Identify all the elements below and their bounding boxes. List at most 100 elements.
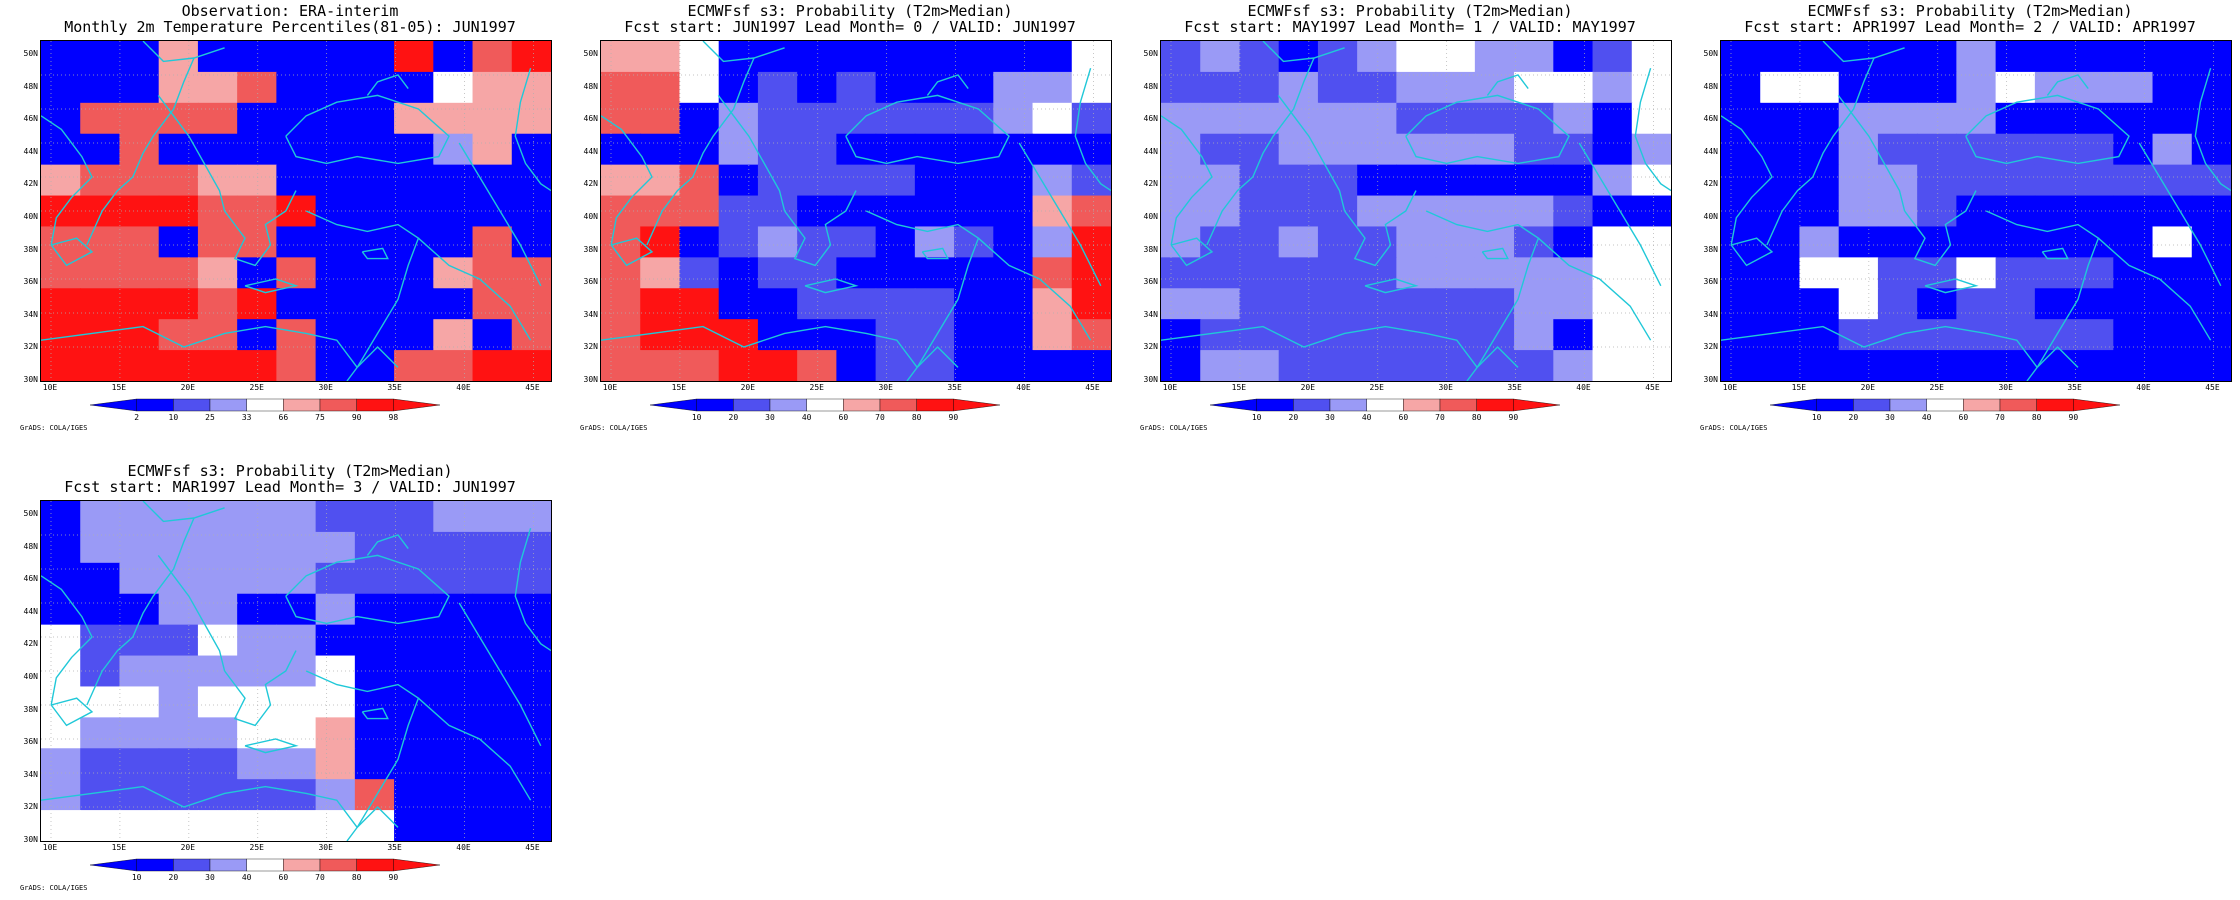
colorbar-label: 20: [168, 873, 179, 882]
latitude-label: 50N: [1703, 49, 1718, 58]
grid-cell: [315, 102, 356, 135]
coastline: [285, 554, 450, 625]
grid-cell: [80, 624, 121, 657]
grid-cell: [1592, 319, 1633, 351]
grid-cell: [640, 226, 681, 258]
grid-cell: [1161, 257, 1201, 289]
coastline: [2036, 346, 2079, 368]
grid-cell: [1278, 226, 1319, 258]
colorbar-label: 30: [765, 413, 775, 422]
grid-cell: [1917, 319, 1957, 351]
latitude-label: 46N: [23, 574, 38, 584]
grid-cell: [1200, 319, 1241, 351]
grid-cell: [601, 164, 641, 197]
colorbar-label: 80: [351, 873, 362, 882]
grid-cell: [354, 686, 395, 718]
grid-cell: [472, 350, 513, 381]
coastline: [1537, 237, 1652, 341]
grid-cell: [1239, 41, 1280, 73]
colorbar-label: 80: [1471, 413, 1482, 422]
grid-cell: [315, 71, 356, 104]
grid-cell: [80, 71, 121, 104]
grid-cell: [315, 562, 356, 595]
coastline: [1170, 237, 1214, 267]
grid-cell: [433, 41, 474, 73]
grid-cell: [1721, 41, 1761, 73]
colorbar-segment: [1816, 398, 1854, 412]
longitude-label: 40E: [1576, 383, 1591, 392]
grid-cell: [315, 593, 356, 626]
grid-cell: [158, 593, 199, 626]
colorbar-segment: [916, 398, 954, 412]
colorbar-label: 90: [351, 413, 362, 422]
grid-cell: [601, 133, 641, 166]
grid-cell: [1838, 319, 1879, 351]
grid-cell: [511, 41, 551, 73]
grid-cell: [797, 164, 837, 197]
coastline: [142, 501, 225, 523]
grid-cell: [2113, 164, 2154, 197]
grid-cell: [1799, 226, 1840, 258]
grid-cell: [2034, 164, 2075, 197]
grid-cell: [472, 562, 513, 595]
grid-cell: [158, 624, 199, 657]
grid-cell: [1514, 288, 1554, 320]
grid-cell: [433, 226, 474, 258]
grid-cell: [1435, 195, 1476, 228]
grid-cell: [472, 686, 513, 718]
grid-cell: [1799, 195, 1840, 228]
grid-cell: [1995, 288, 2036, 320]
grid-cell: [718, 319, 759, 351]
grid-cell: [158, 810, 199, 841]
grid-cell: [601, 288, 641, 320]
grid-cell: [718, 350, 759, 381]
grid-cell: [80, 810, 121, 841]
grid-cell: [1435, 71, 1476, 104]
grid-cell: [2191, 71, 2231, 104]
grid-cell: [954, 288, 994, 320]
grid-cell: [914, 257, 955, 289]
grid-cell: [237, 288, 277, 320]
grid-cell: [80, 226, 121, 258]
grid-cell: [718, 226, 759, 258]
colorbar-label: 80: [2031, 413, 2042, 422]
grid-cell: [1631, 226, 1671, 258]
grid-cell: [836, 288, 877, 320]
grid-cell: [2191, 41, 2231, 73]
grid-cell: [1592, 288, 1633, 320]
grid-cell: [237, 71, 277, 104]
grid-cell: [2152, 288, 2193, 320]
colorbar-segment: [246, 398, 284, 412]
grid-cell: [1435, 226, 1476, 258]
latitude-label: 44N: [1703, 146, 1718, 156]
grid-cell: [1514, 319, 1554, 351]
grid-cell: [197, 624, 238, 657]
grid-cell: [197, 717, 238, 749]
grid-cell: [433, 748, 474, 780]
grid-cell: [237, 624, 277, 657]
grid-cell: [511, 779, 551, 811]
grid-cell: [1956, 288, 1997, 320]
grid-cell: [433, 810, 474, 841]
grid-cell: [511, 593, 551, 626]
colorbar-segment: [2036, 398, 2074, 412]
colorbar-label: 40: [1921, 413, 1932, 422]
grid-cell: [1514, 226, 1554, 258]
coastline: [224, 650, 297, 727]
map-canvas: [41, 501, 551, 841]
colorbar-label: 40: [241, 873, 252, 882]
colorbar-segment: [136, 398, 174, 412]
grid-cell: [1071, 71, 1111, 104]
longitude-label: 30E: [318, 843, 333, 852]
colorbar-label: 60: [278, 873, 289, 882]
grid-cell: [315, 41, 356, 73]
grid-cell: [1032, 102, 1073, 135]
map-panel: ECMWFsf s3: Probability (T2m>Median) Fcst…: [1140, 0, 1680, 440]
grid-cell: [757, 133, 798, 166]
grid-cell: [433, 562, 474, 595]
grid-cell: [1239, 226, 1280, 258]
map-area: [600, 40, 1112, 382]
grid-cell: [1435, 319, 1476, 351]
grid-cell: [433, 102, 474, 135]
colorbar-label: 30: [205, 873, 215, 882]
